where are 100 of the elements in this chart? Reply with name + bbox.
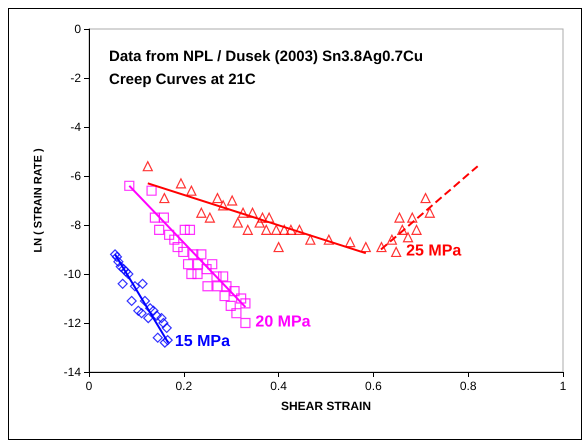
point bbox=[192, 268, 203, 280]
point bbox=[376, 242, 387, 252]
y-axis-title: LN ( STRAIN RATE ) bbox=[32, 148, 44, 253]
point bbox=[420, 192, 431, 204]
point bbox=[232, 217, 243, 228]
point bbox=[424, 208, 435, 218]
point bbox=[150, 212, 160, 223]
point bbox=[279, 224, 290, 235]
point bbox=[156, 313, 167, 324]
point bbox=[130, 281, 140, 292]
point bbox=[162, 322, 172, 333]
text: Data from NPL / Dusek (2003) Sn3.8Ag0.7Cu bbox=[109, 48, 423, 65]
point bbox=[201, 264, 212, 274]
point bbox=[145, 303, 156, 314]
point bbox=[394, 212, 405, 223]
point bbox=[158, 318, 169, 328]
point bbox=[257, 212, 268, 223]
point bbox=[345, 237, 356, 248]
point bbox=[219, 290, 230, 302]
point bbox=[196, 208, 206, 218]
point bbox=[294, 224, 305, 235]
point bbox=[264, 212, 274, 223]
point bbox=[110, 249, 120, 260]
point bbox=[186, 186, 196, 196]
point bbox=[136, 308, 147, 318]
point bbox=[271, 224, 282, 235]
point bbox=[286, 224, 296, 235]
point bbox=[407, 212, 418, 223]
point bbox=[242, 224, 253, 235]
point bbox=[152, 332, 163, 343]
point bbox=[158, 212, 169, 223]
x-tick-label: 0.4 bbox=[270, 379, 288, 393]
series-label: 25 MPa bbox=[406, 242, 462, 260]
series-label: 15 MPa bbox=[174, 333, 230, 350]
point bbox=[118, 278, 128, 289]
point bbox=[176, 178, 186, 188]
point bbox=[142, 161, 153, 172]
point bbox=[137, 278, 148, 289]
point bbox=[126, 296, 137, 306]
point bbox=[160, 338, 170, 348]
point bbox=[204, 212, 215, 223]
point bbox=[112, 252, 122, 262]
x-tick-label: 0 bbox=[86, 379, 93, 393]
point bbox=[247, 208, 258, 218]
point bbox=[162, 335, 173, 346]
point bbox=[212, 192, 223, 204]
point bbox=[169, 234, 180, 245]
point bbox=[172, 242, 183, 252]
point bbox=[261, 224, 272, 235]
point bbox=[154, 224, 164, 235]
point bbox=[182, 259, 194, 270]
y-tick-label: -14 bbox=[64, 365, 82, 379]
point bbox=[236, 293, 246, 304]
point bbox=[240, 298, 251, 308]
point bbox=[186, 268, 196, 280]
point bbox=[218, 200, 228, 210]
point bbox=[196, 249, 206, 260]
point bbox=[231, 308, 242, 318]
point bbox=[227, 195, 238, 206]
point bbox=[305, 234, 316, 245]
point bbox=[402, 232, 414, 242]
point bbox=[360, 242, 371, 252]
point bbox=[211, 271, 222, 282]
point bbox=[143, 313, 154, 324]
y-tick-label: -6 bbox=[70, 169, 82, 183]
point bbox=[116, 262, 126, 272]
text: Creep Curves at 21C bbox=[109, 71, 256, 88]
point bbox=[240, 318, 251, 328]
point bbox=[133, 306, 144, 316]
point bbox=[411, 224, 422, 235]
point bbox=[159, 192, 170, 204]
point bbox=[180, 224, 190, 235]
point bbox=[226, 300, 236, 311]
point bbox=[218, 271, 228, 282]
x-tick-label: 1 bbox=[560, 379, 567, 393]
point bbox=[146, 186, 157, 196]
point bbox=[140, 296, 150, 306]
y-tick-label: -4 bbox=[70, 120, 82, 134]
point bbox=[221, 281, 232, 292]
x-tick-label: 0.6 bbox=[365, 379, 382, 393]
point bbox=[178, 246, 188, 258]
point bbox=[113, 256, 124, 267]
point bbox=[184, 224, 196, 235]
x-axis-title: SHEAR STRAIN bbox=[280, 399, 372, 413]
y-tick-label: -10 bbox=[64, 267, 82, 281]
point bbox=[238, 208, 248, 218]
y-tick-label: -8 bbox=[70, 218, 82, 232]
point bbox=[207, 259, 218, 270]
y-tick-label: 0 bbox=[74, 22, 82, 36]
x-tick-label: 0.2 bbox=[175, 379, 192, 393]
point bbox=[164, 230, 174, 240]
y-tick-label: -12 bbox=[64, 316, 82, 330]
point bbox=[391, 246, 402, 258]
series-label: 20 MPa bbox=[255, 314, 311, 330]
point bbox=[192, 259, 204, 270]
x-tick-label: 0.8 bbox=[460, 379, 477, 393]
point bbox=[229, 286, 240, 296]
point bbox=[274, 242, 284, 252]
y-tick-label: -2 bbox=[70, 71, 82, 85]
point bbox=[118, 264, 129, 274]
